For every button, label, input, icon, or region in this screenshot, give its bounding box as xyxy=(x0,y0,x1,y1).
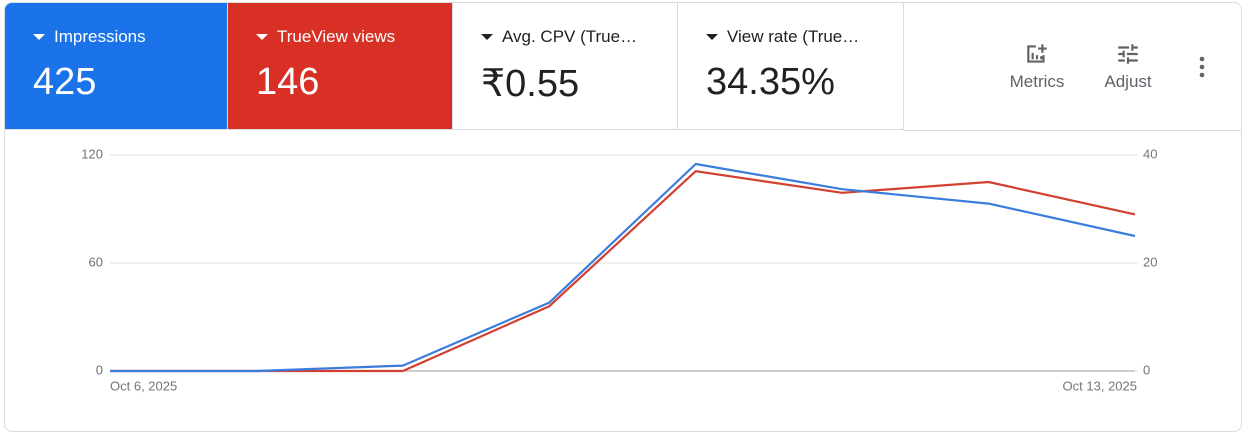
y-tick-label: 0 xyxy=(96,362,103,377)
x-tick-label: Oct 13, 2025 xyxy=(1063,378,1137,393)
x-tick-label: Oct 6, 2025 xyxy=(110,378,177,393)
adjust-icon xyxy=(1118,44,1138,64)
metric-label: Impressions xyxy=(54,27,146,46)
metric-value: 34.35% xyxy=(706,61,835,103)
more-menu[interactable] xyxy=(1195,55,1209,81)
metric-label: TrueView views xyxy=(277,27,396,46)
series-line xyxy=(110,170,1136,373)
metric-value: 425 xyxy=(33,61,97,103)
toolbar xyxy=(904,3,1241,131)
metric-label: View rate (True… xyxy=(727,27,860,46)
metric-card[interactable]: Impressions 425 xyxy=(5,3,228,130)
metric-value: 146 xyxy=(256,61,320,103)
y2-tick-label: 20 xyxy=(1143,254,1157,269)
y2-tick-label: 40 xyxy=(1143,146,1157,161)
button-label: Metrics xyxy=(1009,72,1065,91)
y2-tick-label: 0 xyxy=(1143,362,1150,377)
metric-card[interactable]: TrueView views 146 xyxy=(228,3,453,130)
chart: 0 60 120 0 20 40 Oct 6, 2025 Oct 13, 2025 xyxy=(81,146,1157,393)
metric-card[interactable]: Avg. CPV (True… ₹0.55 xyxy=(453,3,678,130)
adjust-button[interactable]: Adjust xyxy=(1093,41,1163,92)
performance-panel: Impressions 425 TrueView views 146 Avg. … xyxy=(4,2,1242,432)
series-line xyxy=(110,162,1136,373)
y-tick-label: 120 xyxy=(81,146,103,161)
metric-card[interactable]: View rate (True… 34.35% xyxy=(678,3,904,130)
metrics-icon xyxy=(1027,44,1047,63)
metric-label: Avg. CPV (True… xyxy=(502,27,638,46)
metrics-button[interactable]: Metrics xyxy=(1001,41,1073,92)
metric-value: ₹0.55 xyxy=(481,63,580,105)
button-label: Adjust xyxy=(1104,72,1152,91)
y-tick-label: 60 xyxy=(89,254,103,269)
